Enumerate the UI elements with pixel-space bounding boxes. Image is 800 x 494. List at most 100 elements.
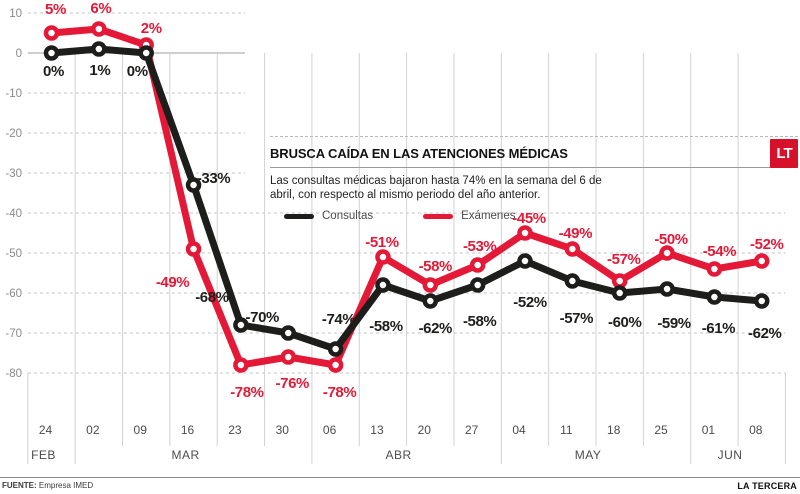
data-point <box>375 277 391 293</box>
series-line-consultas <box>48 45 766 353</box>
data-label: -78% <box>323 384 356 401</box>
x-axis-date-label: 06 <box>323 423 337 437</box>
data-point <box>611 273 628 289</box>
legend-consultas-label: Consultas <box>322 210 374 223</box>
data-point <box>564 241 581 257</box>
data-point <box>517 253 533 269</box>
x-axis-date-label: 11 <box>560 423 573 437</box>
data-label: -78% <box>230 384 263 401</box>
data-point <box>233 317 249 333</box>
examenes-line-swatch-icon <box>423 213 454 219</box>
data-label: -53% <box>463 238 496 255</box>
data-label: 1% <box>89 62 110 79</box>
y-axis-tick-label: -70 <box>5 328 22 340</box>
brand-credit: LA TERCERA <box>737 481 797 491</box>
data-label: 2% <box>141 20 162 37</box>
data-label: -57% <box>607 251 640 268</box>
title-box: BRUSCA CAÍDA EN LAS ATENCIONES MÉDICAS L… <box>270 136 798 222</box>
data-label: -51% <box>365 234 398 251</box>
y-axis-tick-label: -50 <box>5 248 22 260</box>
consultas-line-swatch-icon <box>284 213 314 219</box>
data-point <box>43 45 60 61</box>
source-credit: FUENTE: Empresa IMED <box>0 481 93 490</box>
series-points-consultas: 0% 1% 0% -33% -68% -70% -74% -58% -62% -58% -52% -5… <box>43 41 782 357</box>
data-point <box>469 277 486 293</box>
data-label: 6% <box>90 0 111 17</box>
data-label: -74% <box>322 311 355 328</box>
data-point <box>185 177 202 193</box>
data-label: -76% <box>276 375 309 392</box>
data-label: -33% <box>197 170 230 187</box>
title-row: BRUSCA CAÍDA EN LAS ATENCIONES MÉDICAS L… <box>270 136 798 168</box>
data-point <box>375 249 391 265</box>
data-label: -62% <box>419 320 452 337</box>
data-label: -45% <box>512 210 545 227</box>
x-axis-date-label: 16 <box>181 423 195 437</box>
y-axis-tick-label: -40 <box>5 208 22 220</box>
x-axis-date-label: 13 <box>370 423 384 437</box>
x-axis-date-label: 23 <box>228 423 242 437</box>
chart-title: BRUSCA CAÍDA EN LAS ATENCIONES MÉDICAS <box>270 146 568 161</box>
y-axis-tick-label: -20 <box>5 128 22 140</box>
data-point <box>706 261 723 277</box>
y-axis-tick-label: -10 <box>5 88 22 100</box>
data-label: -58% <box>463 313 496 330</box>
x-axis-month-label: JUN <box>718 448 743 462</box>
x-axis-date-label: 01 <box>702 423 716 437</box>
x-axis-month-label: MAR <box>171 448 199 462</box>
x-axis-date-label: 24 <box>39 423 53 437</box>
x-axis-month-label: MAY <box>575 448 602 462</box>
x-axis-date-label: 25 <box>654 423 668 437</box>
data-point <box>422 293 439 309</box>
data-point <box>138 45 154 61</box>
data-point <box>517 225 533 241</box>
x-axis-date-label: 09 <box>134 423 148 437</box>
data-point <box>43 25 60 41</box>
data-point <box>659 245 675 261</box>
lt-logo: LT <box>770 139 798 168</box>
x-axis-date-label: 30 <box>276 423 290 437</box>
data-point <box>233 357 249 373</box>
data-label: 0% <box>43 63 64 80</box>
data-label: -58% <box>369 318 402 335</box>
y-axis-tick-label: -80 <box>5 368 22 380</box>
y-axis-tick-label: 10 <box>9 8 22 20</box>
legend: Consultas Exámenes <box>270 210 798 222</box>
data-label: -57% <box>560 310 593 327</box>
y-axis-tick-label: -30 <box>5 168 22 180</box>
x-axis-month-label: FEB <box>31 448 56 462</box>
x-axis-month-label: ABR <box>386 448 412 462</box>
x-tick-lines <box>27 53 786 464</box>
data-label: -58% <box>419 258 452 275</box>
data-point <box>422 277 439 293</box>
chart-subtitle: Las consultas médicas bajaron hasta 74% … <box>270 175 602 201</box>
data-point <box>280 349 296 365</box>
data-point <box>91 21 107 37</box>
series-line-exámenes <box>48 25 766 369</box>
legend-item-examenes: Exámenes <box>423 210 515 222</box>
data-point <box>327 357 344 373</box>
data-point <box>91 41 107 57</box>
y-axis-tick-label: 0 <box>16 48 22 60</box>
data-point <box>185 241 202 257</box>
data-label: 0% <box>127 63 148 80</box>
y-axis-tick-label: -60 <box>5 288 22 300</box>
data-label: -50% <box>654 231 687 248</box>
x-axis-date-label: 04 <box>512 423 526 437</box>
footer: FUENTE: Empresa IMED LA TERCERA <box>0 477 800 491</box>
source-label: FUENTE: <box>2 481 37 490</box>
source-name: Empresa IMED <box>38 481 94 490</box>
data-point <box>754 293 770 309</box>
data-point <box>659 281 675 297</box>
data-point <box>327 341 344 357</box>
data-label: -52% <box>513 294 546 311</box>
data-label: 5% <box>45 1 66 18</box>
data-label: -54% <box>703 243 736 260</box>
x-axis-date-label: 18 <box>607 423 621 437</box>
data-label: -59% <box>657 315 690 332</box>
data-label: -52% <box>750 236 783 253</box>
data-label: -60% <box>608 314 641 331</box>
legend-examenes-label: Exámenes <box>461 210 516 223</box>
